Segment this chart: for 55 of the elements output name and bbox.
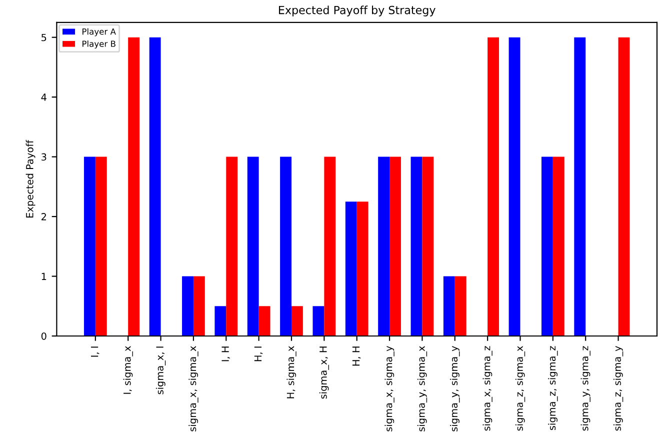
bar bbox=[443, 276, 455, 336]
bar bbox=[356, 202, 368, 336]
bar bbox=[488, 37, 499, 336]
bar bbox=[541, 156, 553, 336]
x-tick-label: sigma_x, sigma_z bbox=[482, 346, 492, 431]
x-tick-label: sigma_y, sigma_y bbox=[450, 346, 460, 432]
x-tick-label: sigma_x, H bbox=[319, 346, 330, 399]
bar bbox=[258, 306, 270, 336]
bar bbox=[149, 37, 161, 336]
bar bbox=[128, 37, 140, 336]
bar bbox=[280, 156, 292, 336]
bar bbox=[422, 156, 434, 336]
bar bbox=[390, 156, 401, 336]
x-tick-label: sigma_y, sigma_x bbox=[417, 346, 428, 432]
x-tick-label: sigma_z, sigma_x bbox=[515, 346, 526, 431]
bar bbox=[95, 156, 107, 336]
y-axis-title: Expected Payoff bbox=[26, 140, 36, 218]
chart-title: Expected Payoff by Strategy bbox=[278, 6, 436, 16]
x-tick-label: H, I bbox=[254, 346, 263, 362]
bar bbox=[345, 202, 357, 336]
x-tick-label: H, sigma_x bbox=[286, 346, 296, 398]
legend-label: Player B bbox=[82, 40, 116, 49]
bar bbox=[226, 156, 238, 336]
bar bbox=[552, 156, 564, 336]
y-tick-label: 3 bbox=[42, 153, 46, 161]
bar bbox=[84, 156, 96, 336]
bar bbox=[454, 276, 466, 336]
y-tick-label: 5 bbox=[42, 34, 46, 42]
bar bbox=[410, 156, 422, 336]
x-tick-label: I, H bbox=[222, 346, 230, 362]
legend-label: Player A bbox=[82, 28, 116, 36]
x-tick-label: sigma_y, sigma_z bbox=[580, 346, 590, 431]
x-tick-label: sigma_z, sigma_z bbox=[548, 346, 558, 430]
x-tick-label: sigma_x, I bbox=[156, 346, 166, 394]
bar bbox=[291, 306, 303, 336]
x-tick-label: sigma_x, sigma_y bbox=[384, 346, 394, 432]
bar bbox=[618, 37, 630, 336]
bar bbox=[312, 306, 324, 336]
bar bbox=[182, 276, 194, 336]
bar bbox=[324, 156, 336, 336]
bar bbox=[247, 156, 259, 336]
y-tick-label: 1 bbox=[42, 272, 46, 280]
bar bbox=[574, 37, 586, 336]
bar bbox=[508, 37, 520, 336]
x-tick-label: I, sigma_x bbox=[123, 346, 133, 394]
bar bbox=[193, 276, 205, 336]
y-tick-label: 4 bbox=[41, 94, 46, 101]
x-tick-label: I, I bbox=[91, 346, 100, 357]
x-tick-label: sigma_x, sigma_x bbox=[188, 346, 198, 432]
y-tick-label: 2 bbox=[42, 213, 46, 220]
x-tick-label: sigma_z, sigma_y bbox=[613, 346, 624, 431]
bar bbox=[214, 306, 226, 336]
y-tick-label: 0 bbox=[41, 332, 46, 340]
bar bbox=[378, 156, 390, 336]
x-tick-label: H, H bbox=[352, 346, 361, 366]
